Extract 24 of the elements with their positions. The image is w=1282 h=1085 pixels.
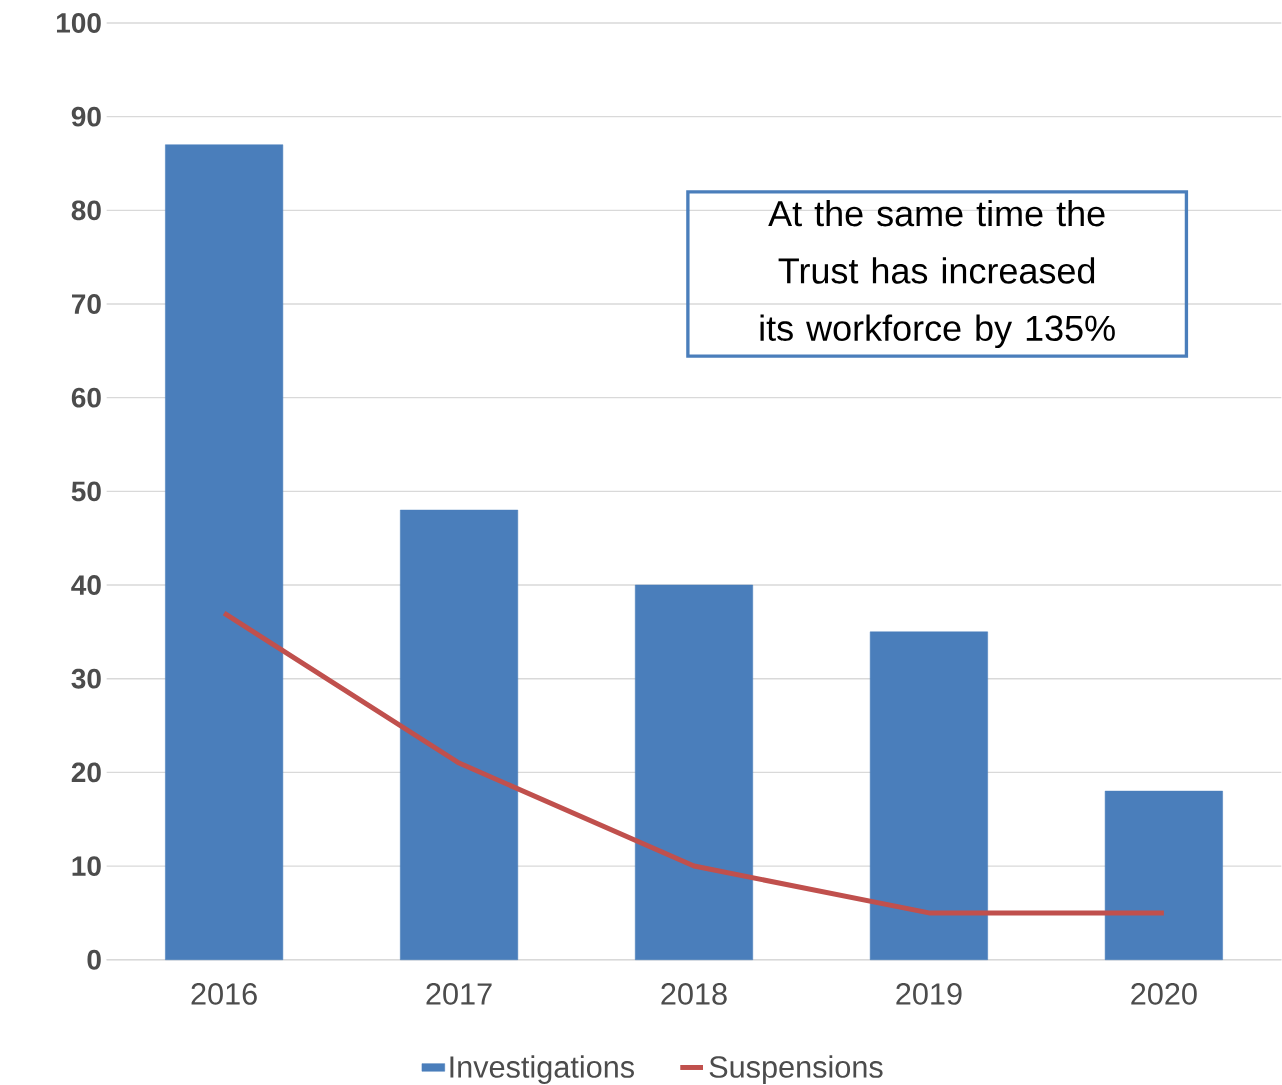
x-tick-label: 2018	[661, 983, 727, 1005]
y-tick-label: 30	[71, 668, 101, 689]
y-tick-label: 100	[56, 13, 101, 33]
y-tick-label: 90	[71, 106, 101, 127]
y-tick-label: 10	[72, 856, 101, 877]
y-tick-label: 50	[71, 481, 101, 502]
y-tick-label: 80	[71, 200, 101, 221]
x-tick-label: 2019	[896, 983, 962, 1005]
x-tick-label: 2016	[191, 983, 257, 1005]
y-tick-label: 0	[87, 949, 101, 970]
bar	[400, 509, 519, 961]
y-tick-label: 40	[71, 575, 101, 595]
y-tick-label: 60	[71, 387, 101, 408]
bar	[634, 584, 753, 961]
bar	[1104, 790, 1223, 961]
y-tick-label: 70	[72, 294, 101, 314]
x-tick-label: 2020	[1131, 983, 1197, 1005]
bar	[165, 144, 284, 961]
x-tick-label: 2017	[426, 983, 492, 1005]
y-tick-label: 20	[71, 762, 101, 783]
bar	[869, 631, 988, 961]
legend-label: Investigations	[450, 1055, 634, 1084]
legend-label: Suspensions	[709, 1055, 883, 1084]
annotation: At the same time the Trust has increased its workforce by 135%	[760, 199, 1115, 349]
